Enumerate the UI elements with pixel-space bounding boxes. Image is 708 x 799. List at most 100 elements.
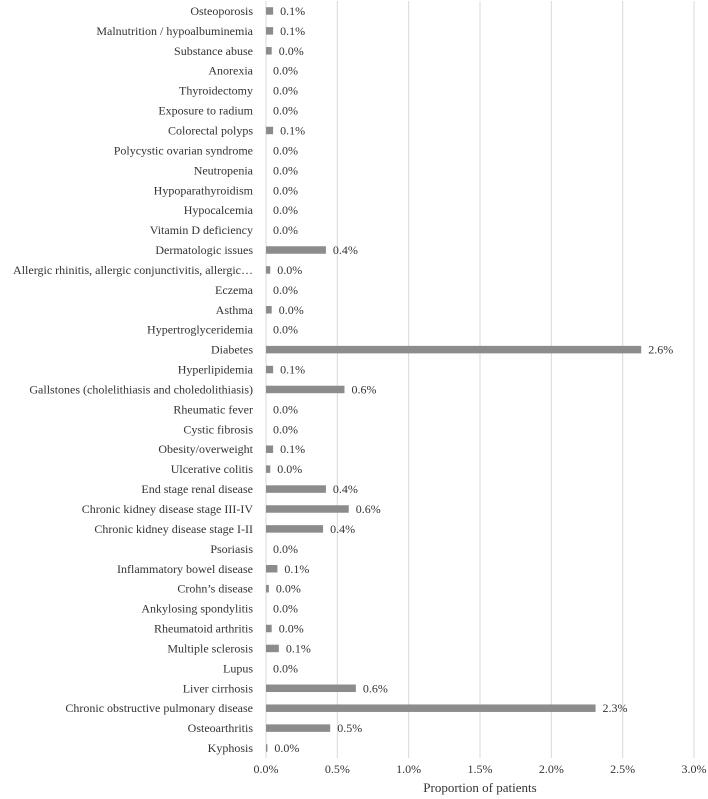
- category-label: Vitamin D deficiency: [150, 223, 253, 237]
- category-label: Ulcerative colitis: [171, 462, 254, 476]
- category-label: Hyperlipidemia: [178, 363, 254, 377]
- bar: [266, 7, 274, 15]
- data-label: 0.0%: [274, 741, 299, 755]
- bar: [266, 584, 269, 593]
- bar: [266, 385, 345, 394]
- bar: [266, 266, 271, 274]
- data-label: 0.0%: [273, 183, 298, 197]
- data-label: 0.0%: [273, 602, 298, 616]
- category-label: Lupus: [223, 661, 253, 675]
- category-label: Chronic obstructive pulmonary disease: [65, 701, 253, 715]
- category-label: Chronic kidney disease stage I-II: [94, 522, 253, 536]
- category-label: Exposure to radium: [158, 104, 253, 118]
- category-label: Polycystic ovarian syndrome: [114, 143, 253, 157]
- data-label: 0.0%: [279, 303, 304, 317]
- bar: [266, 724, 331, 732]
- category-label: Multiple sclerosis: [167, 641, 253, 655]
- data-label: 0.1%: [280, 363, 305, 377]
- bar: [266, 246, 326, 254]
- category-label: Chronic kidney disease stage III-IV: [82, 502, 254, 516]
- data-label: 0.0%: [273, 223, 298, 237]
- bar: [266, 565, 278, 573]
- data-label: 0.0%: [273, 84, 298, 98]
- data-label: 0.1%: [280, 24, 305, 38]
- category-label: Hypertroglyceridemia: [147, 323, 254, 337]
- bar: [266, 525, 324, 533]
- x-tick-label: 0.0%: [254, 762, 279, 776]
- data-label: 0.0%: [273, 661, 298, 675]
- bar: [266, 644, 279, 653]
- x-axis-title: Proportion of patients: [423, 780, 536, 795]
- data-label: 0.0%: [273, 64, 298, 78]
- data-label: 0.4%: [333, 482, 358, 496]
- category-label: Osteoporosis: [190, 4, 253, 18]
- bar: [266, 306, 272, 314]
- category-label: Asthma: [216, 303, 254, 317]
- data-label: 0.0%: [273, 163, 298, 177]
- bar: [266, 744, 268, 752]
- data-label: 0.0%: [273, 203, 298, 217]
- x-tick-label: 3.0%: [682, 762, 707, 776]
- x-tick-label: 1.0%: [396, 762, 421, 776]
- category-label: Psoriasis: [210, 542, 253, 556]
- x-tick-labels: 0.0% 0.5% 1.0% 1.5% 2.0% 2.5% 3.0%: [254, 762, 707, 776]
- category-label: Hypoparathyroidism: [154, 183, 254, 197]
- bar: [266, 704, 596, 712]
- category-label: Neutropenia: [194, 163, 254, 177]
- data-label: 0.1%: [280, 442, 305, 456]
- bar: [266, 624, 272, 633]
- category-label: Substance abuse: [174, 44, 253, 58]
- category-label: Inflammatory bowel disease: [117, 562, 253, 576]
- category-label: Anorexia: [208, 64, 253, 78]
- category-label: Thyroidectomy: [179, 84, 253, 98]
- x-tick-label: 2.0%: [539, 762, 564, 776]
- data-label: 0.1%: [284, 562, 309, 576]
- data-label: 0.0%: [276, 582, 301, 596]
- bar: [266, 345, 642, 354]
- data-label: 0.6%: [363, 681, 388, 695]
- category-label: Allergic rhinitis, allergic conjunctivit…: [13, 263, 253, 277]
- x-tick-label: 0.5%: [325, 762, 350, 776]
- category-label: Malnutrition / hypoalbuminemia: [96, 24, 253, 38]
- data-label: 0.0%: [273, 283, 298, 297]
- data-labels: 0.1% 0.1% 0.0% 0.0% 0.0% 0.0% 0.1% 0.0% 0.0% 0.0%…: [273, 4, 673, 755]
- data-label: 0.6%: [356, 502, 381, 516]
- gridlines: [265, 1, 695, 758]
- category-label: Dermatologic issues: [155, 243, 253, 257]
- data-label: 2.3%: [603, 701, 628, 715]
- data-label: 0.0%: [273, 542, 298, 556]
- data-label: 0.0%: [273, 104, 298, 118]
- data-label: 0.0%: [273, 143, 298, 157]
- category-label: Eczema: [215, 283, 254, 297]
- x-tick-label: 1.5%: [468, 762, 493, 776]
- data-label: 0.0%: [279, 44, 304, 58]
- category-label: Kyphosis: [208, 741, 254, 755]
- data-label: 2.6%: [648, 343, 673, 357]
- bar: [266, 684, 356, 693]
- data-label: 0.5%: [337, 721, 362, 735]
- bar: [266, 47, 272, 55]
- data-label: 0.4%: [333, 243, 358, 257]
- bars: [266, 7, 642, 752]
- category-label: Osteoarthritis: [188, 721, 254, 735]
- category-label: Hypocalcemia: [184, 203, 254, 217]
- bar: [266, 27, 274, 35]
- x-tick-label: 2.5%: [610, 762, 635, 776]
- bar: [266, 485, 326, 493]
- category-label: Cystic fibrosis: [183, 422, 253, 436]
- data-label: 0.0%: [273, 422, 298, 436]
- bar: [266, 505, 349, 513]
- category-label: Diabetes: [211, 343, 253, 357]
- bar: [266, 465, 271, 473]
- data-label: 0.0%: [273, 402, 298, 416]
- category-label: Gallstones (cholelithiasis and choledoli…: [29, 382, 253, 396]
- category-label: Liver cirrhosis: [183, 681, 254, 695]
- category-label: Rheumatoid arthritis: [154, 622, 253, 636]
- data-label: 0.4%: [330, 522, 355, 536]
- category-label: Ankylosing spondylitis: [141, 602, 253, 616]
- category-label: Colorectal polyps: [168, 123, 253, 137]
- category-label: Rheumatic fever: [173, 402, 253, 416]
- data-label: 0.1%: [280, 4, 305, 18]
- category-label: Obesity/overweight: [158, 442, 253, 456]
